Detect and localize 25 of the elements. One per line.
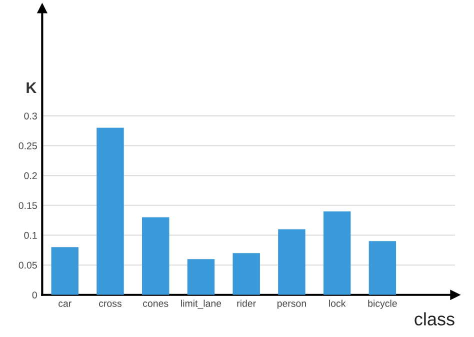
y-tick-label: 0.2 xyxy=(24,172,37,180)
bar xyxy=(96,128,124,295)
y-tick-label: 0.25 xyxy=(18,142,37,150)
y-tick-label: 0.1 xyxy=(24,232,37,239)
bar xyxy=(368,241,396,295)
y-tick-label: 0.05 xyxy=(18,262,37,269)
x-tick-label: cones xyxy=(143,302,168,307)
x-tick-label: cross xyxy=(99,302,122,307)
y-tick-label: 0.15 xyxy=(18,202,37,209)
bar xyxy=(51,247,78,295)
bar xyxy=(142,217,170,295)
x-tick-label: bicycle xyxy=(368,300,397,309)
x-tick-label: car xyxy=(58,302,72,307)
x-tick-label: rider xyxy=(237,300,256,307)
bar xyxy=(323,211,351,295)
y-tick-label: 0 xyxy=(32,292,37,298)
bar xyxy=(187,259,215,295)
bar xyxy=(232,253,260,295)
bar xyxy=(278,229,306,295)
y-axis-title: K xyxy=(26,82,37,93)
x-axis-title: class xyxy=(414,312,454,326)
y-tick-label: 0.3 xyxy=(24,112,37,120)
x-tick-label: lock xyxy=(329,300,346,307)
x-tick-label: limit_lane xyxy=(181,300,222,309)
x-tick-label: person xyxy=(277,302,306,309)
